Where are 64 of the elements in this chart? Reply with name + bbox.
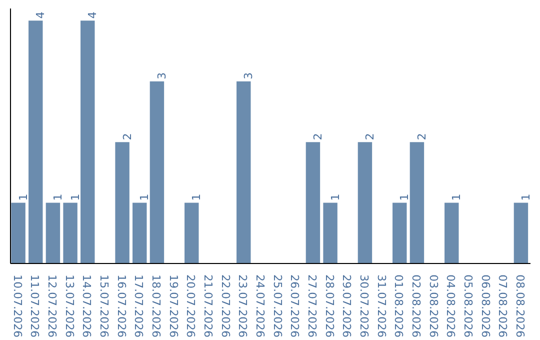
data-label: 2 [415, 133, 428, 140]
data-label: 1 [450, 194, 464, 201]
data-label: 2 [120, 133, 134, 140]
data-label: 1 [51, 194, 64, 201]
bar [184, 202, 199, 264]
bar [306, 142, 320, 264]
data-label: 1 [398, 194, 412, 201]
data-label: 1 [519, 194, 532, 201]
x-tick-label: 30.07.2026 [357, 274, 370, 338]
bar [323, 202, 338, 264]
data-label: 1 [328, 194, 342, 201]
bar [410, 142, 424, 264]
x-tick-label: 24.07.2026 [253, 274, 266, 338]
x-tick-label: 17.07.2026 [132, 274, 146, 338]
bar [115, 142, 130, 264]
x-tick-label: 08.08.2026 [513, 274, 526, 338]
x-tick-label: 26.07.2026 [288, 274, 302, 338]
bar [236, 81, 251, 264]
bar [28, 20, 43, 264]
data-label: 1 [138, 194, 152, 201]
bar [514, 202, 528, 264]
x-tick-label: 31.07.2026 [374, 274, 388, 338]
bar [11, 202, 26, 264]
x-tick-label: 10.07.2026 [10, 274, 24, 338]
x-tick-label: 21.07.2026 [201, 274, 214, 338]
x-tick-label: 06.08.2026 [478, 274, 492, 338]
x-tick-label: 20.07.2026 [184, 274, 198, 338]
x-tick-label: 11.07.2026 [28, 274, 42, 338]
bar [444, 202, 459, 264]
x-tick-label: 22.07.2026 [218, 274, 232, 338]
bar [63, 202, 78, 264]
x-tick-label: 01.08.2026 [392, 274, 406, 338]
x-tick-label: 15.07.2026 [97, 274, 110, 338]
data-label: 1 [68, 194, 82, 201]
data-label: 1 [16, 194, 30, 201]
bar [392, 202, 407, 264]
data-label: 4 [34, 12, 48, 19]
x-tick-label: 05.08.2026 [461, 274, 474, 338]
bar [46, 202, 60, 264]
bar [132, 202, 147, 264]
x-tick-label: 13.07.2026 [62, 274, 76, 338]
x-tick-label: 28.07.2026 [322, 274, 336, 338]
x-tick-label: 19.07.2026 [166, 274, 180, 338]
x-tick-label: 14.07.2026 [80, 274, 94, 338]
bar [150, 81, 164, 264]
x-tick-label: 29.07.2026 [340, 274, 354, 338]
data-label: 2 [363, 133, 376, 140]
x-tick-label: 07.08.2026 [496, 274, 510, 338]
x-tick-label: 23.07.2026 [236, 274, 250, 338]
x-tick-label: 12.07.2026 [45, 274, 58, 338]
data-label: 1 [190, 194, 204, 201]
x-tick-label: 27.07.2026 [305, 274, 318, 338]
x-tick-label: 04.08.2026 [444, 274, 458, 338]
bar [80, 20, 95, 264]
data-label: 3 [242, 72, 256, 80]
x-tick-label: 18.07.2026 [149, 274, 162, 338]
x-tick-label: 16.07.2026 [114, 274, 128, 338]
data-label: 3 [155, 72, 168, 80]
x-tick-label: 25.07.2026 [270, 274, 284, 338]
x-tick-label: 02.08.2026 [409, 274, 422, 338]
bar [358, 142, 372, 264]
data-label: 2 [311, 133, 324, 140]
x-tick-label: 03.08.2026 [426, 274, 440, 338]
data-label: 4 [86, 12, 100, 19]
